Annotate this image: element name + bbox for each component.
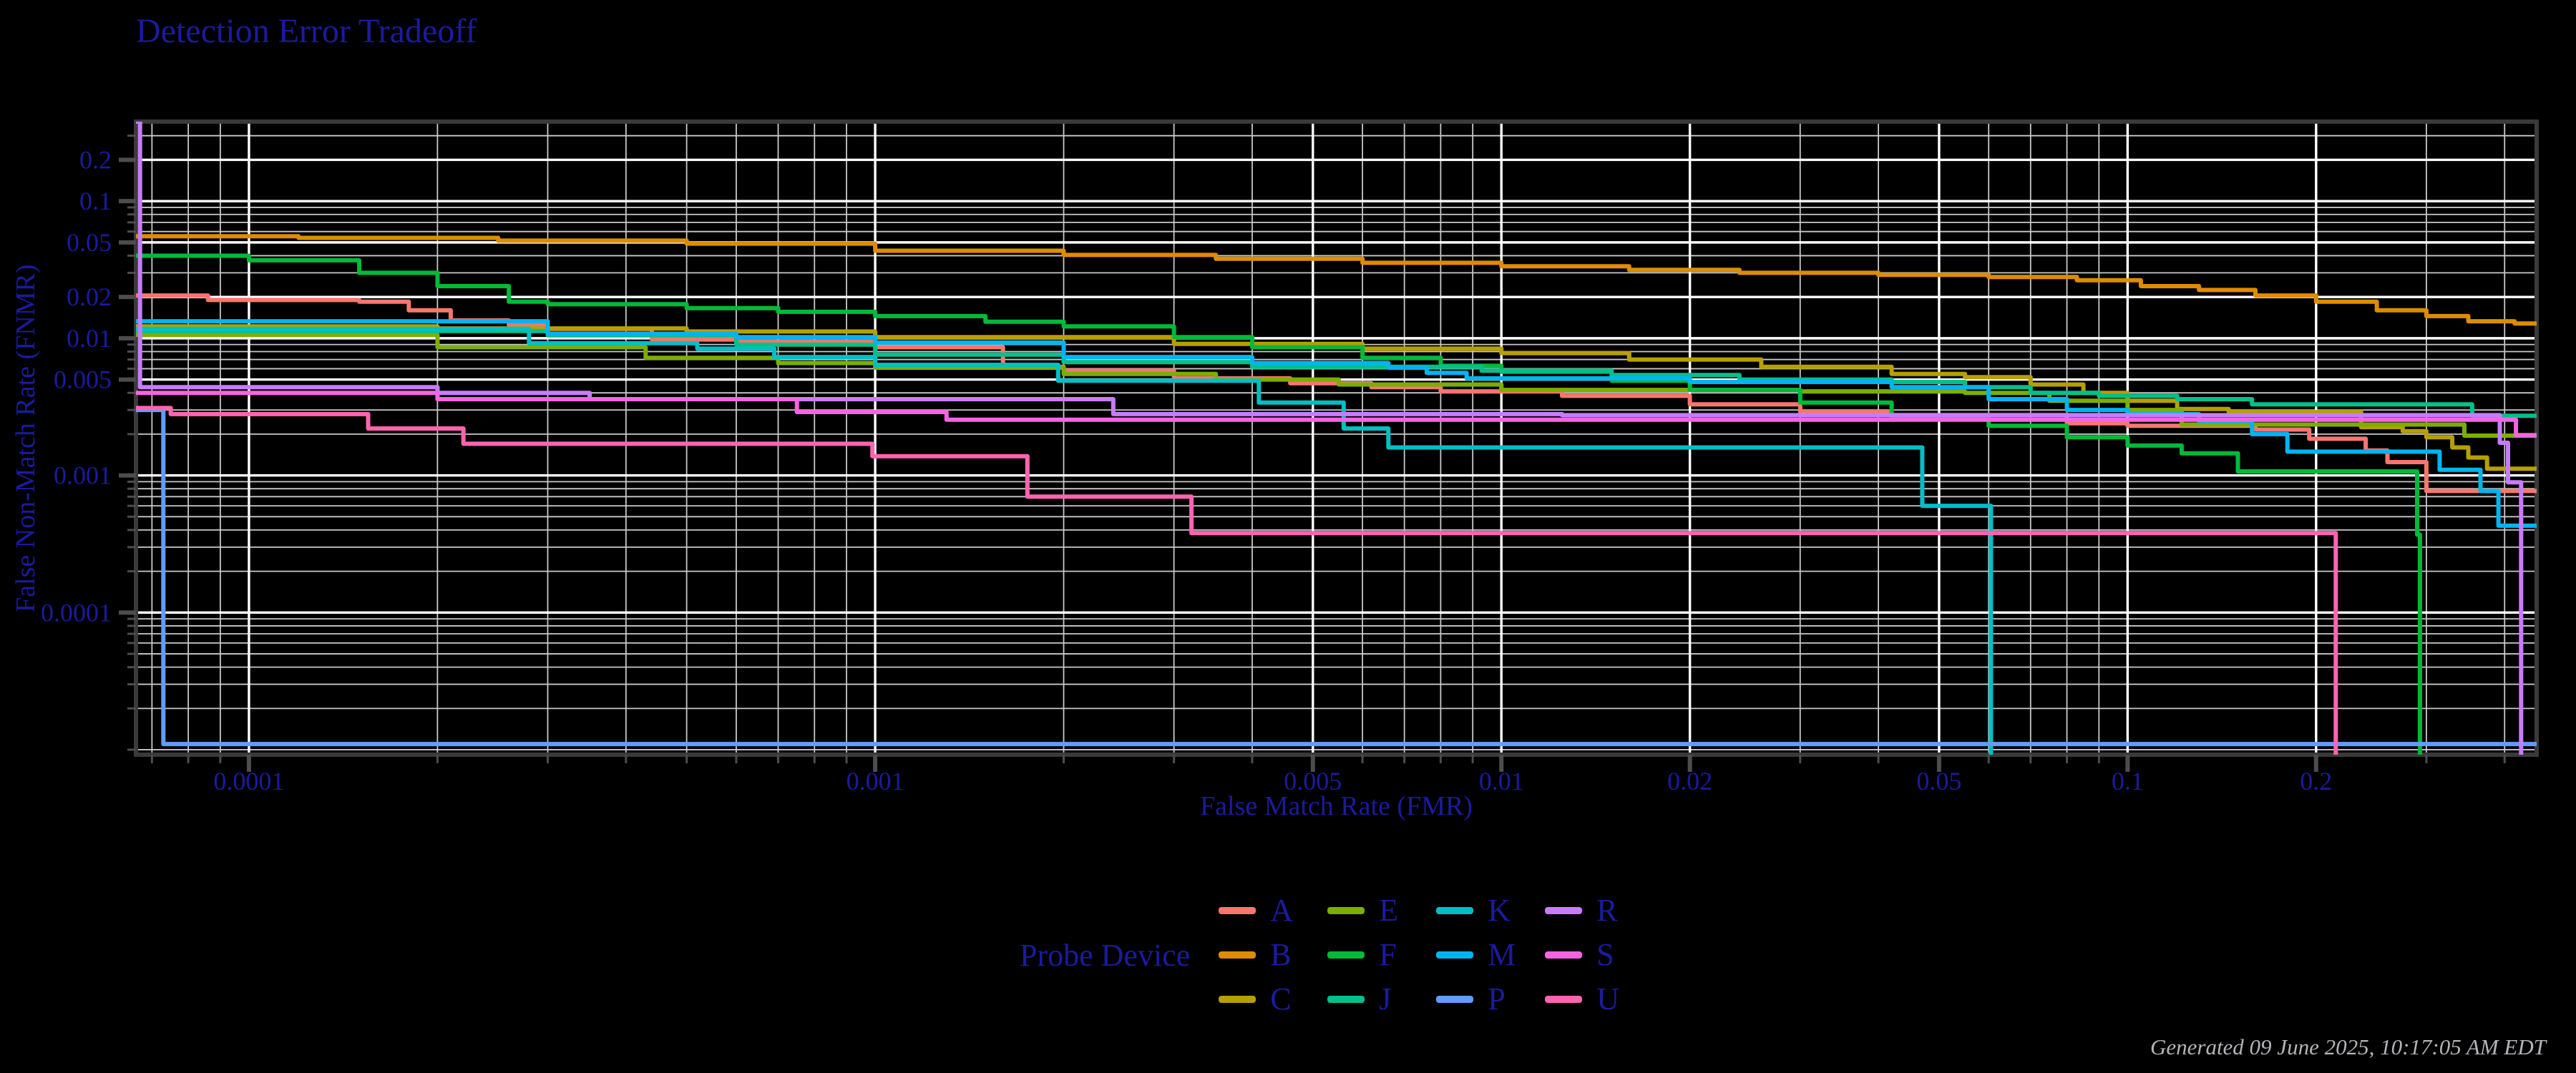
- legend-entry-M[interactable]: M: [1436, 939, 1545, 971]
- legend-entry-P[interactable]: P: [1436, 984, 1545, 1015]
- legend-entry-B[interactable]: B: [1219, 939, 1327, 971]
- legend-label: B: [1270, 937, 1292, 972]
- legend-swatch-M: [1436, 951, 1474, 959]
- legend-label: C: [1270, 981, 1292, 1016]
- legend-entry-U[interactable]: U: [1545, 984, 1654, 1015]
- legend-title: Probe Device: [1020, 937, 1191, 973]
- legend-entry-C[interactable]: C: [1219, 984, 1327, 1015]
- y-tick-labels: 0.2 0.1 0.05 0.02 0.01 0.005 0.001 0.0001: [41, 145, 112, 627]
- legend-swatch-S: [1545, 951, 1583, 959]
- legend-entry-J[interactable]: J: [1327, 984, 1436, 1015]
- legend-label: M: [1488, 937, 1516, 972]
- legend-entry-F[interactable]: F: [1327, 939, 1436, 971]
- x-tick-label: 0.2: [2300, 767, 2332, 795]
- generated-timestamp: Generated 09 June 2025, 10:17:05 AM EDT: [2150, 1034, 2546, 1059]
- curves: [136, 122, 2537, 755]
- plot-frame: [134, 119, 2539, 757]
- legend-label: E: [1379, 893, 1399, 928]
- legend-swatch-P: [1436, 996, 1474, 1003]
- x-tick-labels: 0.0001 0.001 0.005 0.01 0.02 0.05 0.1 0.2: [213, 767, 2332, 795]
- legend-swatch-J: [1327, 996, 1365, 1003]
- legend-label: S: [1596, 937, 1614, 972]
- y-tick-label: 0.2: [79, 145, 112, 174]
- curve-K: [136, 326, 1994, 755]
- legend-entry-K[interactable]: K: [1436, 895, 1545, 926]
- grid-major: [136, 122, 2537, 755]
- legend-swatch-C: [1219, 996, 1257, 1003]
- legend-entry-S[interactable]: S: [1545, 939, 1654, 971]
- page-title: Detection Error Tradeoff: [136, 12, 477, 50]
- legend-swatch-K: [1436, 907, 1474, 914]
- legend-swatch-U: [1545, 996, 1583, 1003]
- legend-swatch-E: [1327, 907, 1365, 914]
- legend-label: P: [1488, 981, 1506, 1016]
- curve-P: [136, 408, 2537, 747]
- curve-F: [136, 253, 2422, 755]
- curve-B: [136, 234, 2537, 326]
- legend-entry-R[interactable]: R: [1545, 895, 1654, 926]
- y-tick-label: 0.05: [67, 228, 112, 257]
- grid-minor: [136, 122, 2537, 755]
- legend-label: A: [1270, 893, 1294, 928]
- curve-M: [136, 319, 2537, 528]
- curve-E: [136, 333, 2537, 438]
- legend-label: U: [1596, 981, 1620, 1016]
- x-tick-label: 0.02: [1667, 767, 1712, 795]
- x-tick-label: 0.0001: [213, 767, 284, 795]
- legend-label: F: [1379, 937, 1397, 972]
- curve-S: [136, 391, 2537, 438]
- legend-label: J: [1379, 981, 1392, 1016]
- y-tick-label: 0.1: [79, 187, 112, 215]
- curve-C: [136, 324, 2537, 471]
- curve-J: [136, 328, 2537, 418]
- y-tick-label: 0.005: [54, 366, 112, 394]
- x-tick-label: 0.01: [1479, 767, 1524, 795]
- legend-swatch-B: [1219, 951, 1257, 959]
- x-axis-label: False Match Rate (FMR): [1199, 791, 1473, 821]
- x-tick-label: 0.005: [1284, 767, 1342, 795]
- legend-entry-E[interactable]: E: [1327, 895, 1436, 926]
- legend-label: K: [1488, 893, 1511, 928]
- legend-label: R: [1596, 893, 1618, 928]
- y-tick-label: 0.02: [67, 283, 112, 311]
- legend-entry-A[interactable]: A: [1219, 895, 1327, 926]
- curve-U: [136, 406, 2338, 755]
- legend-swatch-F: [1327, 951, 1365, 959]
- curve-R: [136, 122, 2524, 755]
- legend-swatch-A: [1219, 907, 1257, 914]
- x-tick-label: 0.05: [1916, 767, 1961, 795]
- y-tick-label: 0.001: [54, 461, 112, 490]
- x-tick-label: 0.001: [847, 767, 904, 795]
- y-tick-label: 0.0001: [41, 598, 112, 627]
- x-tick-label: 0.1: [2112, 767, 2144, 795]
- y-tick-label: 0.01: [67, 324, 112, 353]
- legend-swatch-R: [1545, 907, 1583, 914]
- axis-ticks: [119, 134, 2506, 772]
